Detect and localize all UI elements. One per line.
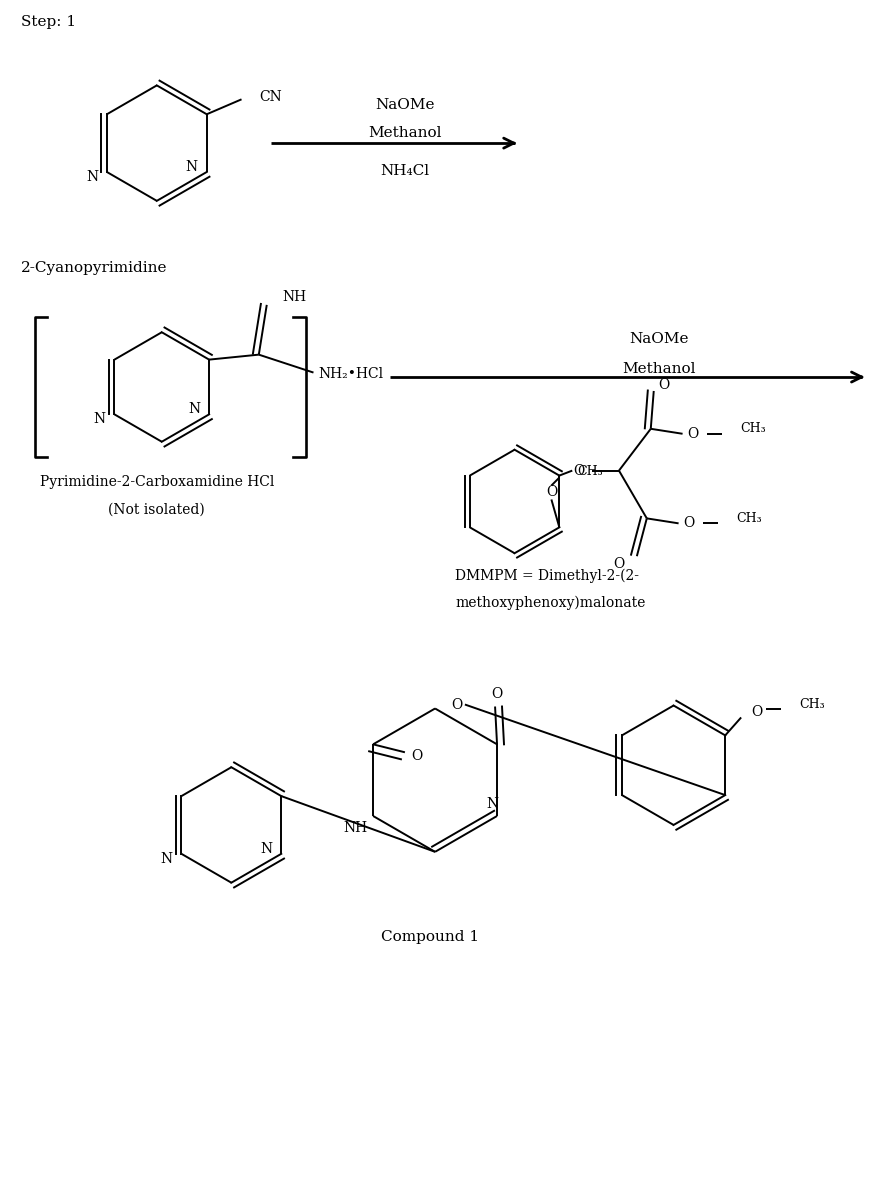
Text: N: N	[261, 842, 272, 856]
Text: O: O	[687, 426, 699, 441]
Text: N: N	[93, 412, 106, 426]
Text: CH₃: CH₃	[737, 512, 762, 525]
Text: N: N	[160, 852, 173, 866]
Text: CH₃: CH₃	[577, 465, 603, 478]
Text: Methanol: Methanol	[622, 362, 695, 376]
Text: (Not isolated): (Not isolated)	[108, 502, 205, 516]
Text: CH₃: CH₃	[740, 423, 766, 435]
Text: NH₂•HCl: NH₂•HCl	[318, 366, 383, 381]
Text: CH₃: CH₃	[798, 698, 824, 711]
Text: O: O	[684, 516, 694, 531]
Text: O: O	[491, 687, 503, 700]
Text: N: N	[486, 797, 498, 811]
Text: N: N	[185, 160, 198, 174]
Text: NH₄Cl: NH₄Cl	[381, 165, 430, 178]
Text: NaOMe: NaOMe	[375, 98, 435, 113]
Text: NH: NH	[343, 821, 367, 835]
Text: N: N	[188, 402, 201, 417]
Text: CN: CN	[260, 90, 282, 104]
Text: 2-Cyanopyrimidine: 2-Cyanopyrimidine	[21, 261, 168, 275]
Text: O: O	[658, 378, 669, 392]
Text: Step: 1: Step: 1	[21, 14, 76, 29]
Text: O: O	[573, 464, 585, 478]
Text: Compound 1: Compound 1	[381, 931, 479, 944]
Text: N: N	[86, 171, 98, 184]
Text: DMMPM = Dimethyl-2-(2-: DMMPM = Dimethyl-2-(2-	[455, 569, 639, 584]
Text: NH: NH	[282, 289, 306, 304]
Text: O: O	[546, 484, 557, 498]
Text: O: O	[751, 705, 762, 719]
Text: methoxyphenoxy)malonate: methoxyphenoxy)malonate	[455, 596, 645, 610]
Text: O: O	[614, 557, 625, 572]
Text: Methanol: Methanol	[368, 126, 442, 141]
Text: NaOMe: NaOMe	[629, 333, 688, 346]
Text: O: O	[411, 749, 423, 764]
Text: O: O	[451, 698, 462, 711]
Text: Pyrimidine-2-Carboxamidine HCl: Pyrimidine-2-Carboxamidine HCl	[39, 474, 274, 489]
